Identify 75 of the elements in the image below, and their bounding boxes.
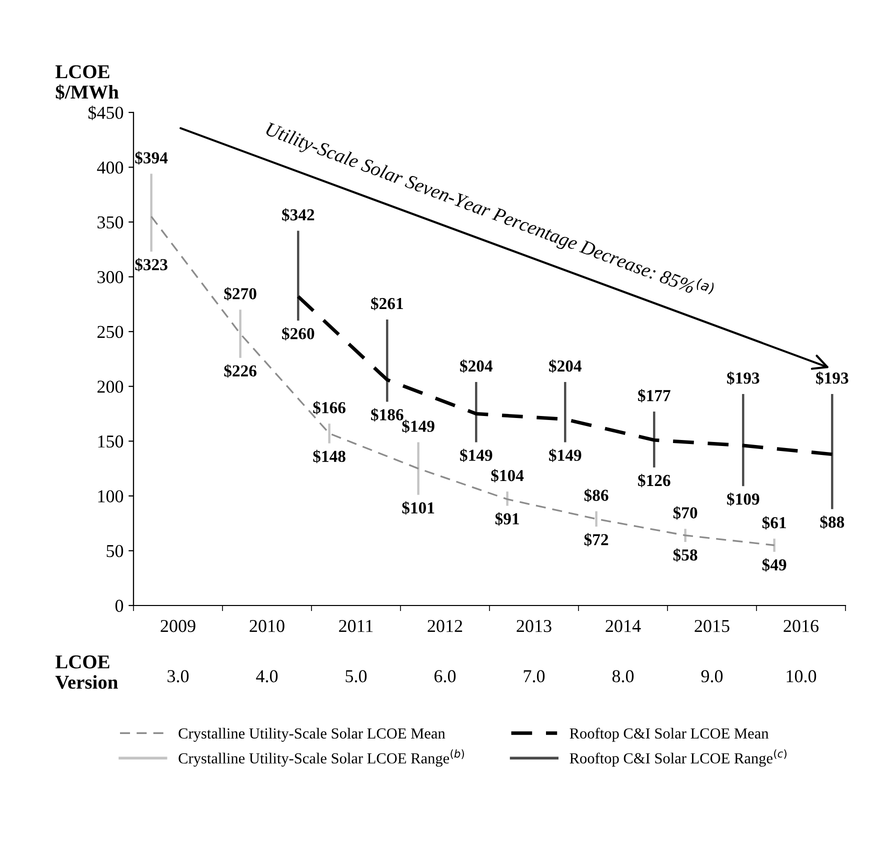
- y-tick-label: 350: [98, 216, 124, 228]
- annotation: $70: [673, 506, 698, 520]
- bar: [653, 412, 656, 468]
- text: 7.0: [524, 670, 545, 682]
- annotation: $323: [135, 258, 168, 272]
- y-tick-label: 100: [98, 490, 124, 502]
- x-tick-label: 2010: [250, 620, 284, 632]
- y-tick-label: $450: [88, 106, 124, 120]
- y-tick-label: 150: [98, 435, 124, 448]
- y-tick-label: 250: [97, 326, 124, 338]
- annotation: $58: [673, 548, 698, 562]
- text: 4.0: [256, 670, 278, 682]
- annotation: $193: [816, 371, 848, 385]
- annotation: $49: [762, 558, 786, 572]
- annotation: $226: [224, 364, 256, 378]
- annotation: $101: [402, 501, 434, 515]
- annotation: $177: [638, 389, 670, 402]
- annotation: $394: [135, 151, 168, 165]
- legend-label: Crystalline Utility-Scale Solar LCOE Mean: [178, 728, 446, 742]
- bar: [297, 230, 300, 321]
- x-tick-label: 2011: [339, 620, 373, 632]
- annotation: $204: [549, 359, 582, 373]
- y-tick-label: 0: [115, 600, 124, 612]
- bar: [831, 394, 834, 510]
- annotation: $342: [282, 208, 314, 222]
- annotation: $149: [549, 448, 582, 462]
- annotation: $109: [727, 492, 760, 506]
- bar: [239, 310, 242, 358]
- annotation: $166: [313, 401, 346, 414]
- annotation: $193: [727, 371, 760, 385]
- bar: [386, 320, 388, 402]
- annotation: $148: [313, 450, 346, 464]
- x-tick-label: 2013: [516, 620, 552, 632]
- y-tick-label: 400: [97, 161, 124, 174]
- annotation: $149: [402, 420, 434, 434]
- bar: [595, 511, 598, 527]
- annotation: $270: [224, 287, 256, 300]
- y-tick-label: 50: [106, 544, 124, 558]
- x-tick-label: 2014: [606, 620, 641, 632]
- annotation: $204: [460, 359, 493, 373]
- annotation: $260: [282, 327, 314, 340]
- x-tick-label: 2016: [784, 620, 819, 632]
- bar: [773, 538, 776, 552]
- y-axis-title: LCOE $/MWh: [56, 65, 119, 100]
- annotation: $186: [371, 408, 404, 422]
- y-tick-label: 200: [97, 380, 124, 393]
- annotation: $88: [820, 516, 844, 529]
- annotation: $72: [584, 533, 608, 546]
- x-tick-label: 2009: [160, 620, 196, 632]
- text: LCOE Version: [55, 655, 118, 689]
- text: 3.0: [168, 670, 189, 682]
- annotation: $61: [762, 516, 786, 530]
- legend-label: Rooftop C&I Solar LCOE Range$^{(c)}$: [570, 749, 786, 767]
- bar: [328, 424, 330, 444]
- bar: [475, 382, 478, 442]
- text: 6.0: [434, 670, 456, 682]
- annotation: $149: [460, 448, 492, 462]
- x-tick-label: 2012: [428, 620, 462, 632]
- text: 8.0: [612, 670, 634, 682]
- bar: [742, 394, 744, 486]
- annotation: $261: [371, 296, 403, 310]
- annotation: $86: [584, 488, 608, 502]
- legend-label: Crystalline Utility-Scale Solar LCOE Range$^{(b)}$: [178, 749, 464, 767]
- y-tick-label: 300: [98, 271, 124, 284]
- bar: [150, 174, 152, 252]
- text: 10.0: [786, 670, 816, 682]
- legend-label: Rooftop C&I Solar LCOE Mean: [570, 728, 769, 742]
- x-tick-label: 2015: [694, 620, 730, 632]
- annotation: $104: [491, 468, 524, 482]
- annotation: $91: [495, 512, 519, 526]
- text: 9.0: [701, 670, 723, 682]
- annotation: $126: [638, 474, 670, 488]
- bar: [417, 442, 420, 495]
- text: 5.0: [346, 670, 367, 682]
- bar: [564, 382, 566, 442]
